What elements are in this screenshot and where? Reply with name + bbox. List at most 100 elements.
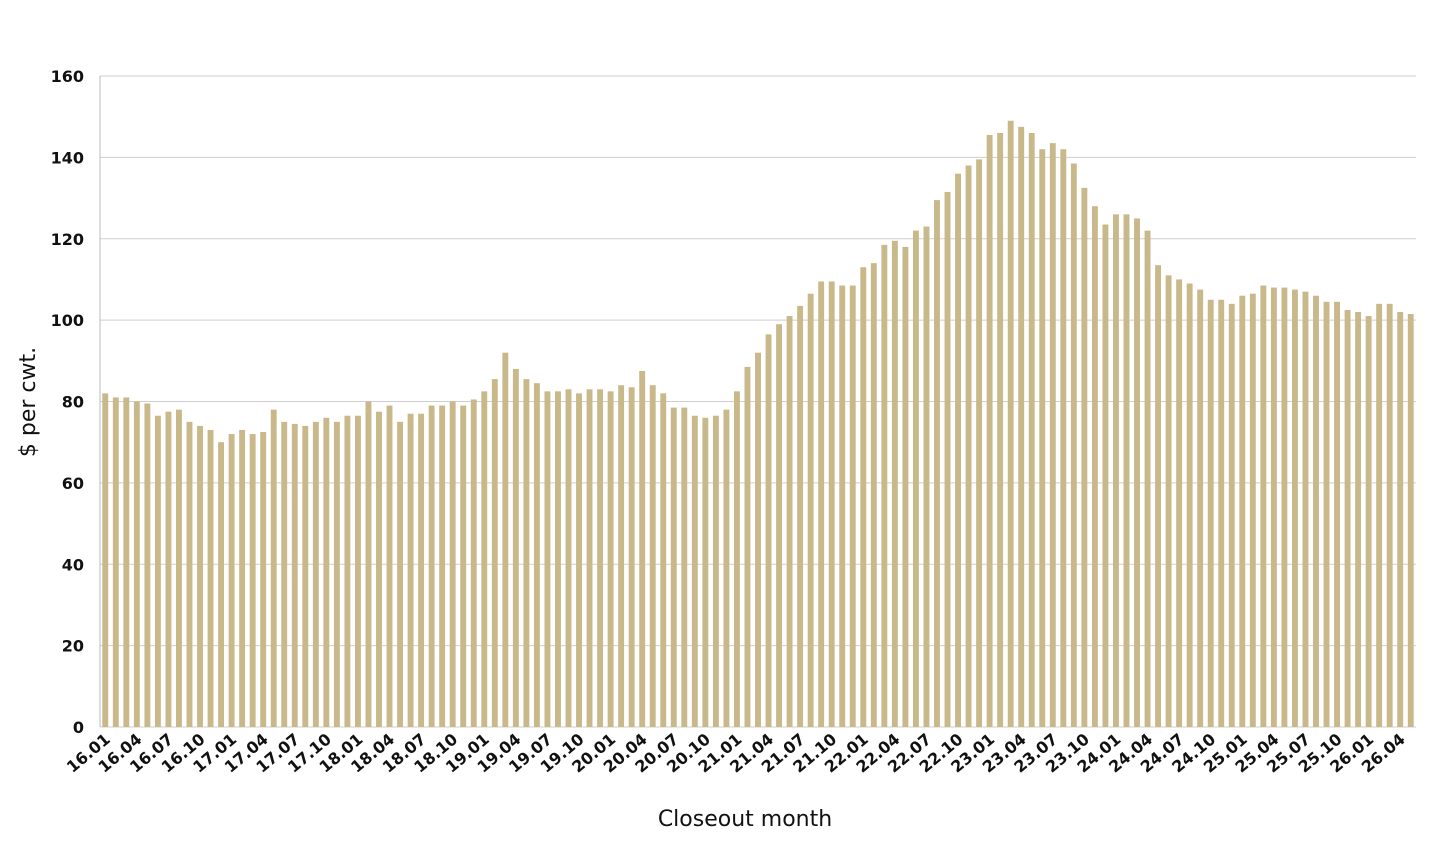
bar	[649, 385, 656, 727]
bar	[439, 405, 446, 727]
bar	[207, 429, 214, 727]
bar	[849, 285, 856, 727]
y-tick-label: 20	[62, 637, 84, 656]
bar	[449, 401, 456, 727]
bar	[723, 409, 730, 727]
y-axis-title: $ per cwt.	[16, 347, 41, 457]
x-axis-title: Closeout month	[658, 807, 832, 832]
bar	[112, 397, 119, 727]
bar	[1281, 287, 1288, 727]
bar	[1018, 126, 1025, 727]
bar	[1039, 149, 1046, 728]
bar	[1376, 303, 1383, 727]
bar	[555, 391, 561, 727]
bar	[123, 397, 130, 727]
bar	[965, 165, 972, 727]
bar	[597, 389, 604, 727]
bar	[618, 385, 625, 727]
bar	[386, 405, 393, 727]
bar	[1313, 295, 1319, 727]
bar	[1270, 287, 1277, 727]
bar	[870, 263, 877, 727]
bar	[354, 415, 361, 727]
bar	[323, 417, 330, 727]
bar	[607, 391, 614, 727]
bar	[639, 370, 646, 727]
bar	[1218, 299, 1225, 727]
bar	[934, 200, 940, 728]
bar	[670, 407, 677, 727]
bar	[144, 403, 151, 727]
bar	[912, 230, 919, 728]
bar	[744, 366, 751, 727]
bar	[1249, 293, 1256, 727]
bar	[765, 334, 772, 727]
bar	[755, 352, 761, 727]
y-tick-label: 80	[62, 393, 84, 412]
bar	[1355, 311, 1362, 727]
bar	[976, 159, 983, 728]
bar	[1207, 299, 1214, 727]
bar	[249, 434, 256, 727]
bar	[1197, 289, 1204, 727]
bar	[481, 391, 488, 727]
bar	[1113, 214, 1119, 727]
bar	[365, 401, 372, 727]
bar	[1091, 206, 1098, 727]
bar	[733, 391, 740, 727]
bar	[228, 434, 235, 727]
bar	[397, 421, 403, 727]
bar	[302, 425, 309, 727]
bar	[333, 421, 340, 727]
bar	[544, 391, 551, 727]
bar	[523, 379, 530, 727]
bar	[197, 425, 203, 727]
bar	[176, 409, 182, 727]
bar	[944, 191, 951, 728]
bar	[1386, 303, 1393, 727]
y-tick-label: 160	[51, 67, 84, 86]
bar	[1134, 218, 1140, 727]
bar	[1397, 311, 1404, 727]
bar	[565, 389, 572, 727]
bar	[1070, 163, 1077, 727]
y-tick-label: 0	[73, 718, 84, 737]
bar	[1344, 309, 1351, 727]
bar	[860, 267, 867, 727]
bar	[839, 285, 846, 727]
y-tick-label: 120	[51, 230, 84, 249]
bar	[1007, 120, 1014, 728]
bar	[586, 389, 593, 727]
bar	[186, 421, 193, 727]
bar	[997, 132, 1004, 727]
bar	[1176, 279, 1183, 727]
bar	[691, 415, 698, 727]
bar	[1123, 214, 1130, 727]
bar	[702, 417, 709, 727]
bar	[102, 393, 109, 727]
bar	[828, 281, 835, 727]
bar	[154, 415, 161, 727]
bar	[1260, 285, 1267, 727]
bar	[1323, 301, 1330, 727]
y-tick-label: 140	[51, 148, 84, 167]
bar	[1028, 132, 1035, 727]
bar	[312, 421, 319, 727]
bar	[1228, 303, 1235, 727]
bar	[1239, 295, 1246, 727]
bar	[986, 134, 993, 727]
bar	[165, 411, 172, 727]
bar	[1155, 265, 1162, 727]
bar	[512, 368, 519, 727]
bar	[1334, 301, 1340, 727]
bar	[776, 324, 783, 727]
bar	[281, 421, 288, 727]
bar	[576, 393, 582, 727]
bar	[712, 415, 719, 727]
bar	[891, 240, 898, 728]
bar	[797, 305, 804, 727]
y-tick-label: 60	[62, 474, 84, 493]
bar	[491, 379, 498, 727]
y-tick-label: 40	[62, 555, 84, 574]
